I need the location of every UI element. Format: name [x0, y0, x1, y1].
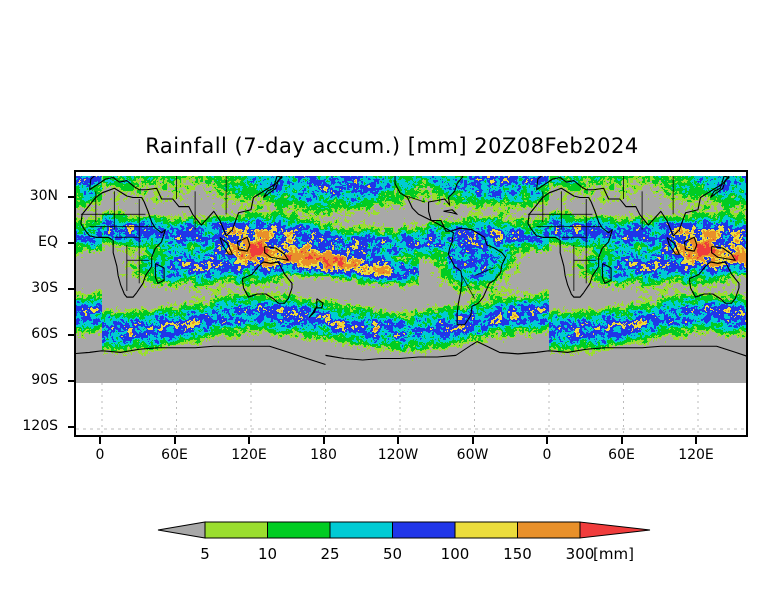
y-tick-label: EQ: [38, 234, 58, 250]
y-tick-label: 90S: [31, 372, 58, 388]
colorbar-swatches: [157, 521, 651, 539]
x-tick-label: 60E: [161, 447, 188, 463]
x-tick-mark: [322, 437, 325, 444]
x-axis: 0 60E 120E 180 120W 60W 0 60E 120E: [74, 437, 748, 467]
x-tick-mark: [695, 437, 697, 444]
x-tick-label: 120E: [231, 447, 267, 463]
y-tick-label: 30S: [31, 280, 58, 296]
y-tick-label: 60S: [31, 326, 58, 342]
colorbar-tick-label: 100: [440, 545, 470, 563]
y-axis: 30N EQ 30S 60S 90S 120S: [0, 170, 75, 437]
colorbar-tick-label: 5: [200, 545, 210, 563]
colorbar-tick-label: 300: [565, 545, 595, 563]
y-tick-mark: [68, 196, 75, 198]
page-title: Rainfall (7-day accum.) [mm] 20Z08Feb202…: [145, 134, 639, 158]
y-tick-mark: [68, 334, 75, 336]
colorbar-tick-label: 10: [257, 545, 278, 563]
y-tick-mark: [68, 426, 75, 428]
map-plot-area[interactable]: [74, 170, 748, 437]
colorbar[interactable]: [mm] 5 10 25 50 100 150 300: [150, 518, 670, 568]
x-tick-label: 180: [310, 447, 337, 463]
x-tick-mark: [248, 437, 250, 444]
colorbar-units-label: [mm]: [593, 545, 634, 563]
x-tick-mark: [471, 437, 474, 444]
x-tick-mark: [620, 437, 623, 444]
colorbar-tick-label: 150: [503, 545, 532, 563]
colorbar-tick-label: 25: [320, 545, 340, 563]
x-tick-label: 0: [542, 447, 552, 463]
x-tick-label: 60E: [608, 447, 635, 463]
y-tick-label: 30N: [29, 188, 58, 204]
x-tick-mark: [99, 437, 101, 444]
y-tick-mark: [68, 380, 75, 382]
y-tick-mark: [68, 242, 75, 244]
x-tick-mark: [546, 437, 548, 444]
x-tick-label: 0: [95, 447, 105, 463]
y-tick-mark: [68, 288, 75, 290]
colorbar-tick-label: 50: [382, 545, 403, 563]
x-tick-label: 120W: [377, 447, 419, 463]
y-tick-label: 120S: [22, 418, 58, 434]
x-tick-mark: [397, 437, 399, 444]
x-tick-label: 120E: [678, 447, 714, 463]
x-tick-label: 60W: [456, 447, 489, 463]
x-tick-mark: [173, 437, 176, 444]
rainfall-heatmap-canvas: [76, 172, 746, 435]
